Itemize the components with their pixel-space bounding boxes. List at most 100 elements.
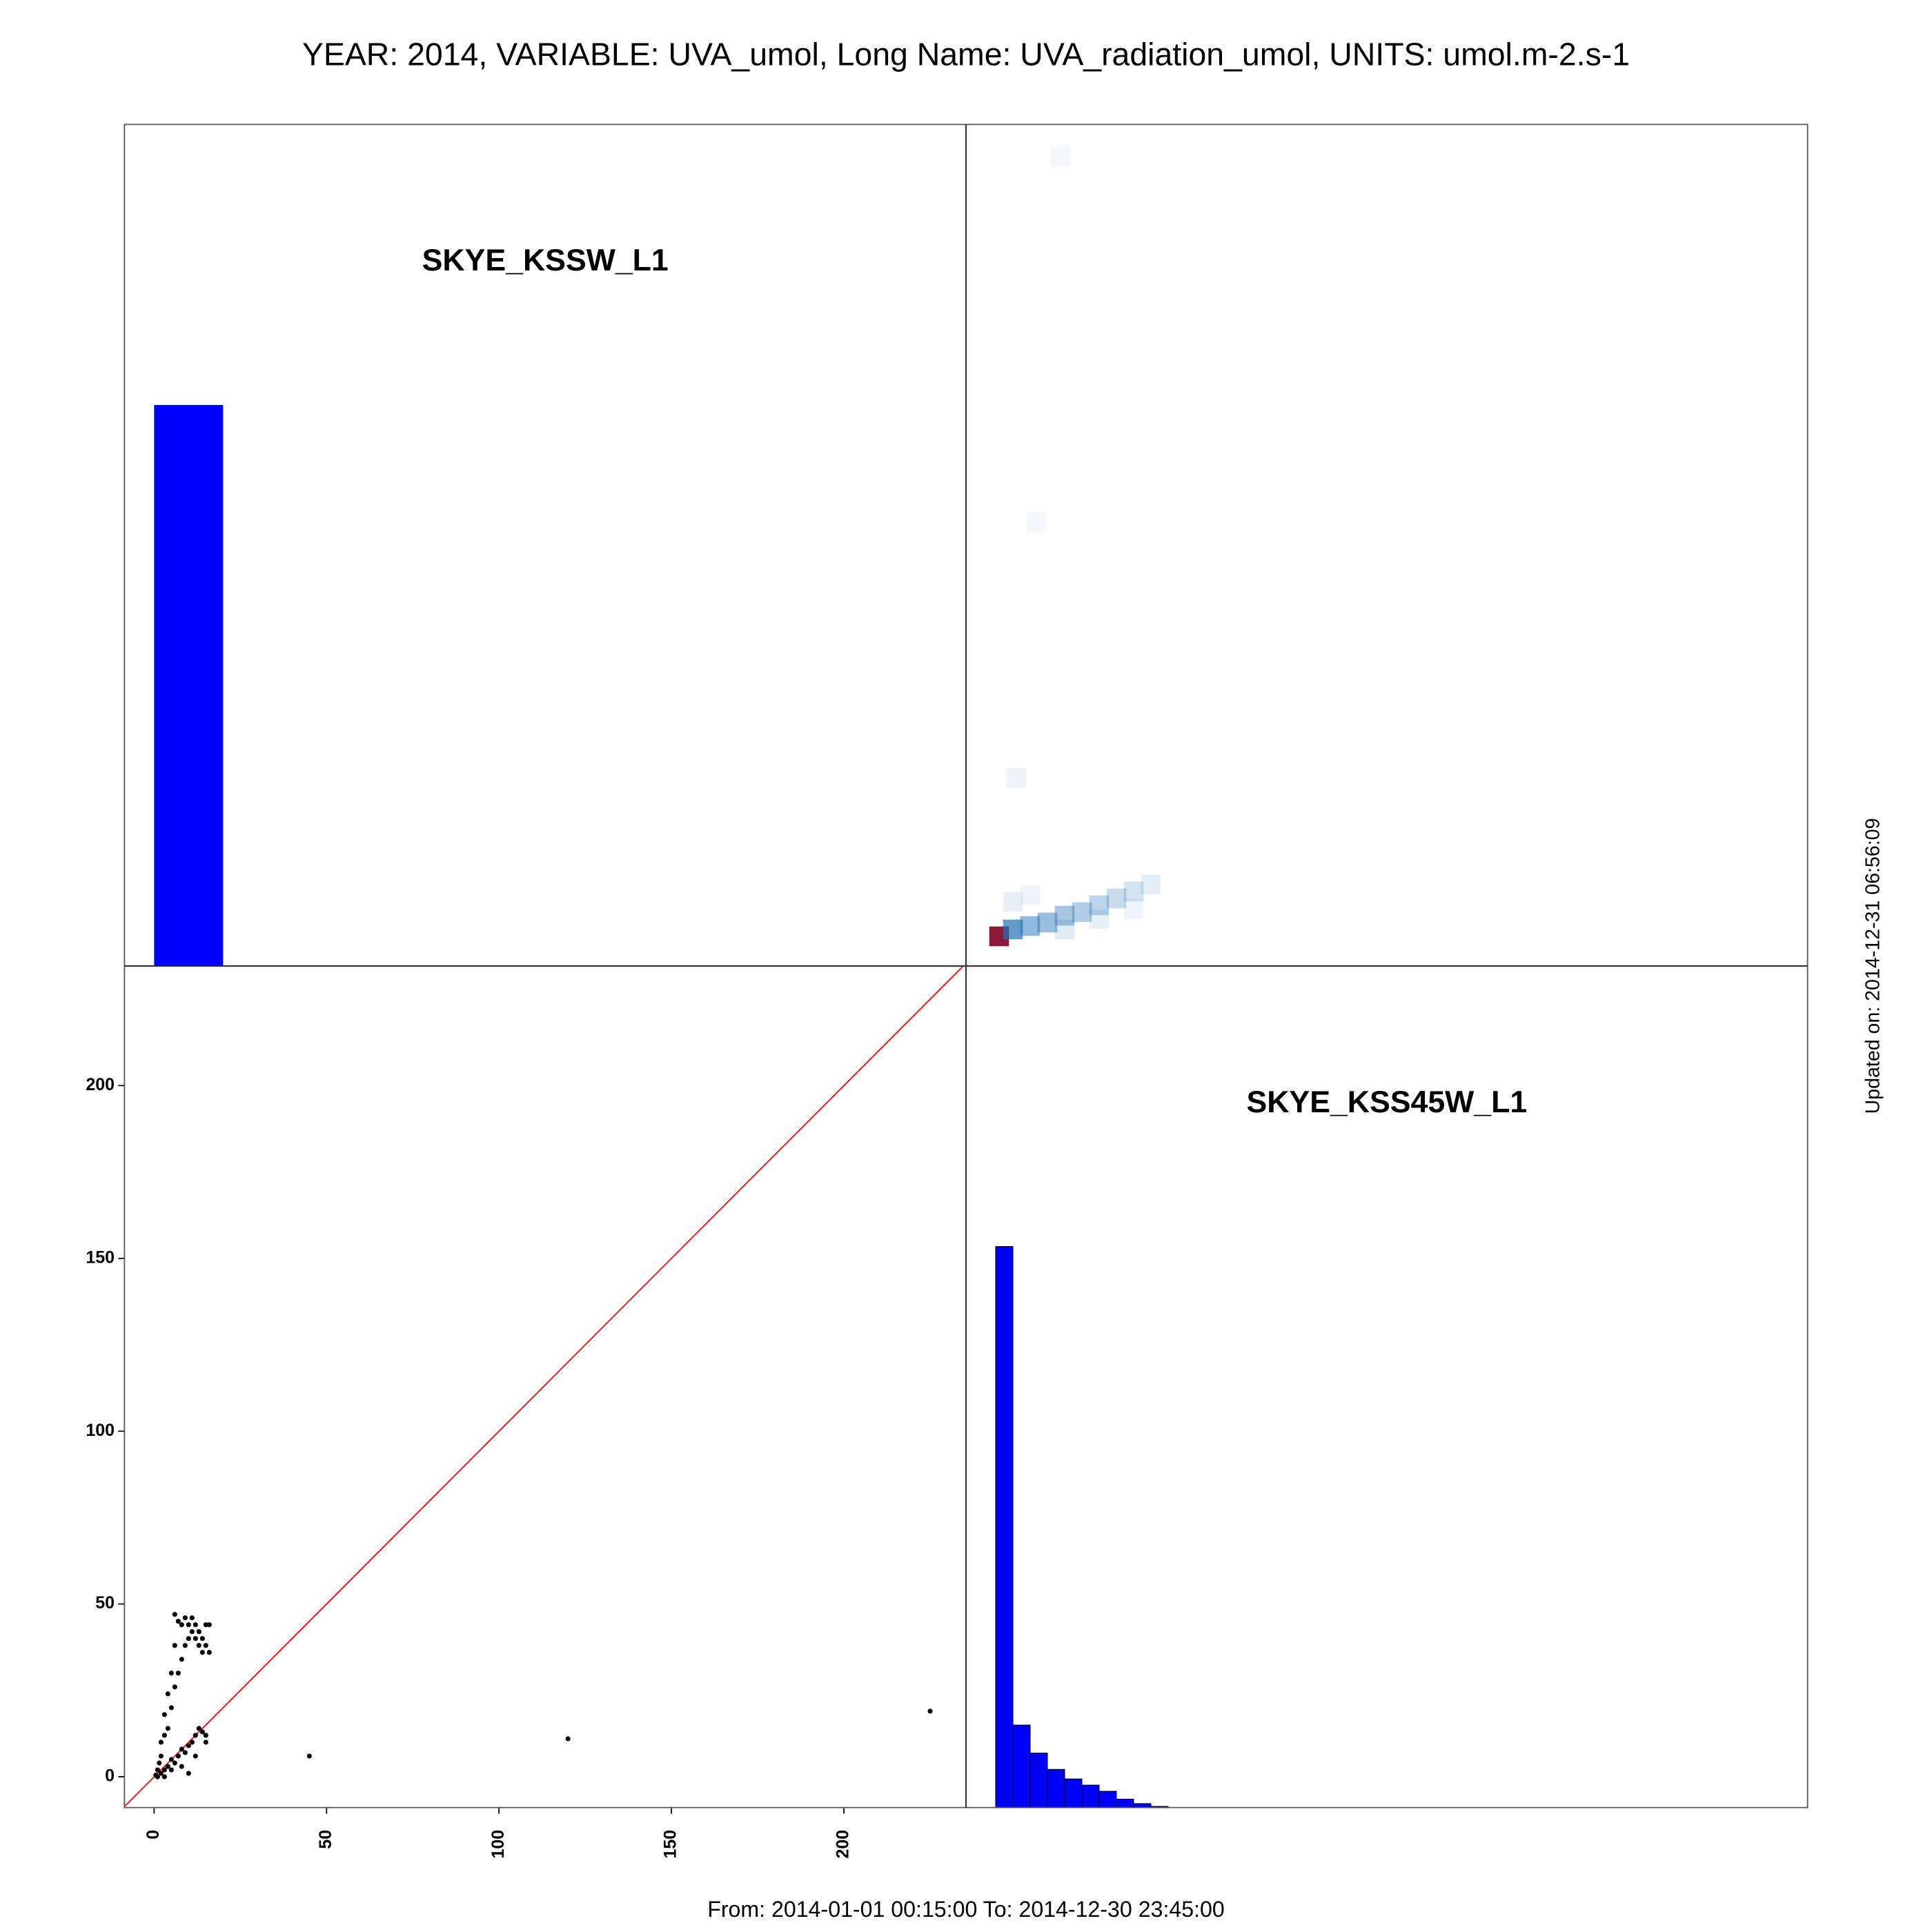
- scatter-point: [182, 1750, 188, 1755]
- x-tick-label: 50: [316, 1830, 335, 1849]
- density-cell: [1054, 905, 1075, 926]
- density-cell: [1003, 919, 1023, 940]
- scatter-point: [199, 1636, 205, 1642]
- scatter-point: [193, 1636, 198, 1642]
- scatter-point: [172, 1760, 177, 1766]
- y-tick-label: 150: [86, 1248, 115, 1267]
- x-tick-label: 200: [834, 1830, 853, 1859]
- density-cell: [1027, 512, 1047, 533]
- scatter-point: [161, 1767, 167, 1773]
- scatter-point: [193, 1753, 198, 1759]
- scatter-point: [206, 1650, 212, 1655]
- scatter-point: [196, 1643, 201, 1648]
- scatter-point: [189, 1615, 195, 1621]
- histogram-bar: [1064, 1778, 1083, 1808]
- panel-label: SKYE_KSSW_L1: [422, 244, 669, 277]
- density-cell: [1020, 885, 1041, 905]
- density-cell: [1141, 874, 1161, 895]
- scatter-point: [199, 1729, 205, 1735]
- scatter-point: [175, 1753, 181, 1759]
- identity-line: [124, 965, 964, 1807]
- updated-note: Updated on: 2014-12-31 06:56:09: [1862, 818, 1884, 1114]
- scatter-point: [175, 1670, 181, 1676]
- scatter-point: [165, 1726, 170, 1731]
- scatter-point: [186, 1622, 191, 1628]
- scatter-point: [161, 1774, 167, 1780]
- histogram-bar: [154, 404, 224, 966]
- density-cell: [1003, 891, 1023, 912]
- histogram-bar: [1081, 1784, 1100, 1808]
- x-tick-label: 0: [144, 1830, 163, 1840]
- scatter-point: [165, 1691, 170, 1697]
- scatter-point: [155, 1774, 160, 1780]
- density-cell: [1006, 767, 1027, 788]
- scatter-point: [165, 1764, 170, 1769]
- scatter-point: [172, 1684, 177, 1690]
- y-tick-label: 0: [105, 1766, 115, 1786]
- density-cell: [1106, 888, 1127, 909]
- density-cell: [1123, 881, 1144, 902]
- scatter-point: [193, 1733, 198, 1738]
- scatter-point: [179, 1746, 184, 1752]
- scatter-point: [172, 1612, 177, 1617]
- histogram-bar: [1116, 1798, 1134, 1808]
- density-cell: [1020, 916, 1041, 936]
- density-cell: [1051, 147, 1072, 167]
- scatter-point: [196, 1629, 201, 1635]
- scatter-point: [179, 1657, 184, 1662]
- panel-label: SKYE_KSS45W_L1: [1246, 1085, 1527, 1119]
- scatter-point: [168, 1757, 174, 1762]
- scatter-point: [203, 1733, 208, 1738]
- scatter-point: [157, 1760, 162, 1766]
- histogram-bar: [995, 1246, 1014, 1808]
- scatter-point: [927, 1708, 933, 1714]
- scatter-point: [161, 1733, 167, 1738]
- density-cell: [1123, 898, 1144, 919]
- scatter-point: [189, 1739, 195, 1745]
- scatter-point: [193, 1622, 198, 1628]
- density-cell: [1089, 895, 1110, 916]
- scatter-point: [203, 1739, 208, 1745]
- scatter-point: [155, 1767, 160, 1773]
- density-cell: [1072, 902, 1092, 923]
- scatter-point: [182, 1615, 188, 1621]
- scatter-point: [206, 1622, 212, 1628]
- y-tick-label: 50: [95, 1593, 115, 1613]
- histogram-bar: [1029, 1753, 1048, 1808]
- scatter-point: [203, 1643, 208, 1648]
- scatter-point: [186, 1771, 191, 1776]
- footer: From: 2014-01-01 00:15:00 To: 2014-12-30…: [707, 1897, 1225, 1922]
- scatter-point: [565, 1736, 571, 1742]
- scatter-point: [186, 1743, 191, 1748]
- scatter-point: [182, 1643, 188, 1648]
- scatter-point: [196, 1726, 201, 1731]
- density-cell: [1054, 919, 1075, 940]
- histogram-bar: [1098, 1791, 1117, 1808]
- chart-title: YEAR: 2014, VARIABLE: UVA_umol, Long Nam…: [302, 36, 1630, 72]
- y-tick-label: 200: [86, 1075, 115, 1094]
- scatter-point: [172, 1643, 177, 1648]
- scatter-point: [199, 1650, 205, 1655]
- y-tick-label: 100: [86, 1421, 115, 1440]
- scatter-point: [175, 1619, 181, 1624]
- scatter-point: [168, 1670, 174, 1676]
- scatter-point: [161, 1712, 167, 1717]
- x-tick-label: 100: [489, 1830, 508, 1859]
- scatter-point: [203, 1622, 208, 1628]
- scatter-point: [168, 1705, 174, 1711]
- histogram-bar: [1012, 1724, 1031, 1808]
- scatter-point: [186, 1636, 191, 1642]
- scatter-point: [306, 1753, 312, 1759]
- scatter-point: [189, 1629, 195, 1635]
- scatter-point: [168, 1767, 174, 1773]
- scatter-point: [158, 1753, 164, 1759]
- scatter-point: [158, 1739, 164, 1745]
- scatter-point: [179, 1622, 184, 1628]
- x-tick-label: 150: [661, 1830, 680, 1859]
- scatter-point: [158, 1771, 164, 1776]
- histogram-bar: [1047, 1768, 1065, 1808]
- density-cell: [1089, 909, 1110, 929]
- density-cell: [1037, 912, 1058, 933]
